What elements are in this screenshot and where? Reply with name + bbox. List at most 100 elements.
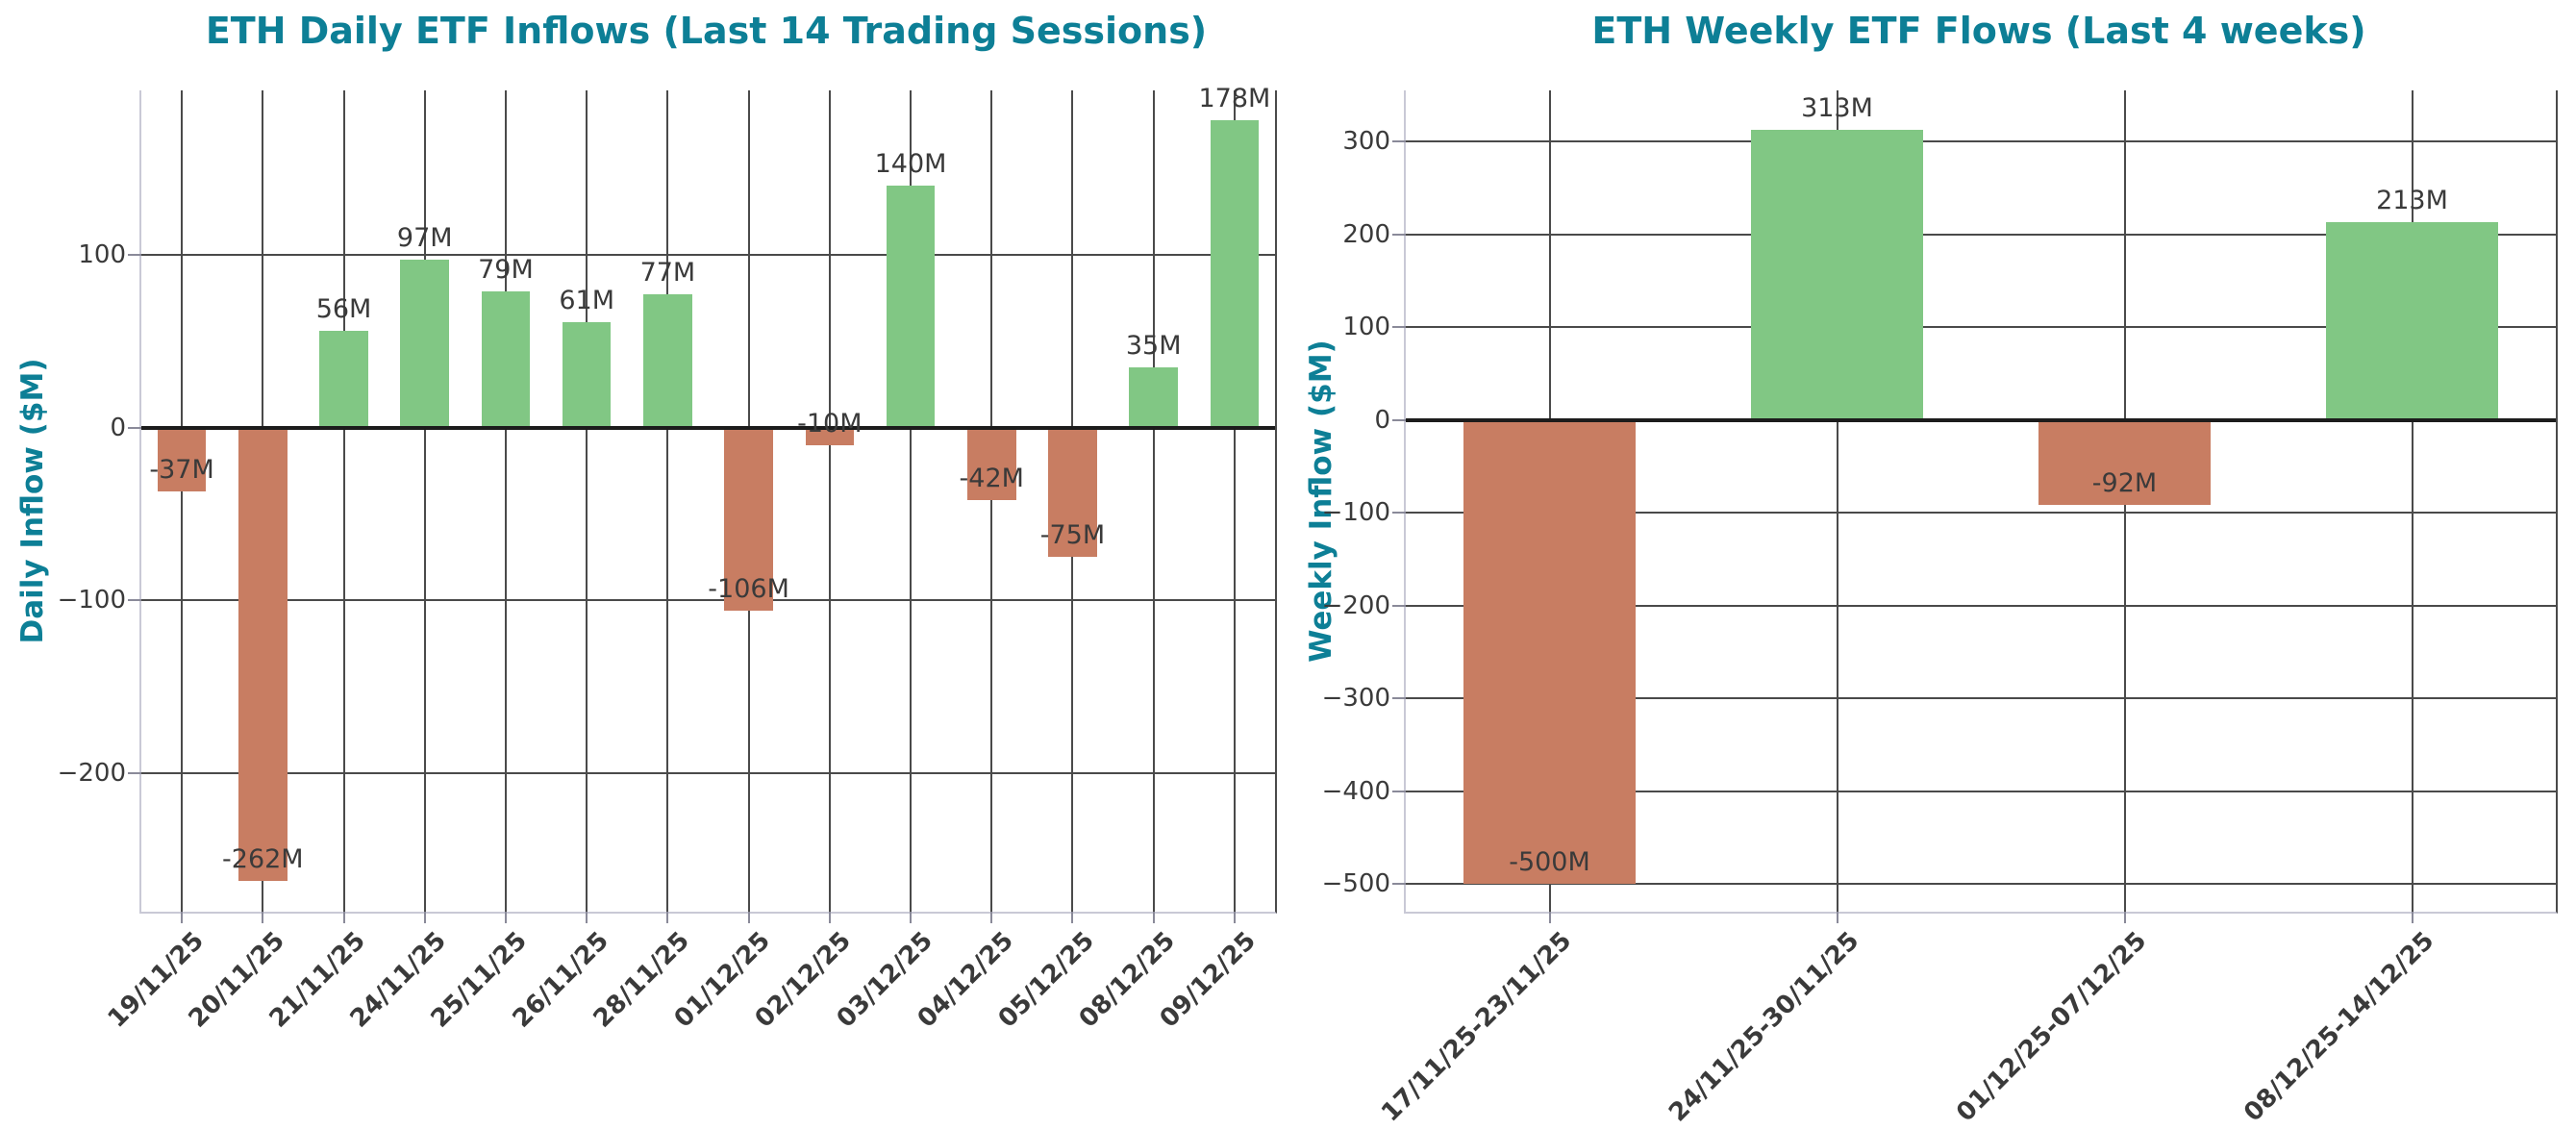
bar-positive xyxy=(886,185,936,428)
y-tick-label: −200 xyxy=(57,759,126,789)
x-tick-mark xyxy=(747,912,750,923)
v-gridline xyxy=(586,90,588,912)
y-axis-title: Daily Inflow ($M) xyxy=(15,358,50,644)
bar-positive xyxy=(1210,119,1260,428)
y-tick-mark xyxy=(1392,883,1406,886)
h-gridline xyxy=(1406,512,2556,515)
x-tick-mark xyxy=(262,912,264,923)
v-gridline xyxy=(828,90,831,912)
y-tick-label: 300 xyxy=(1342,127,1390,157)
bar-negative xyxy=(966,427,1016,501)
v-gridline xyxy=(1152,90,1155,912)
value-label: 61M xyxy=(559,285,614,315)
y-tick-mark xyxy=(1392,418,1406,421)
h-gridline xyxy=(141,772,1275,775)
chart-title: ETH Daily ETF Inflows (Last 14 Trading S… xyxy=(205,10,1208,52)
h-gridline xyxy=(1406,697,2556,700)
bar-negative xyxy=(724,427,773,612)
x-tick-mark xyxy=(1152,912,1155,923)
x-tick-mark xyxy=(504,912,507,923)
y-tick-label: −100 xyxy=(57,586,126,615)
bar-positive xyxy=(319,330,368,428)
h-gridline xyxy=(1406,140,2556,143)
x-tick-label: 01/12/25-07/12/25 xyxy=(1950,926,2153,1128)
value-label: 140M xyxy=(874,148,947,179)
y-tick-label: 0 xyxy=(1374,405,1390,435)
x-tick-mark xyxy=(990,912,993,923)
bar-negative xyxy=(1048,427,1097,558)
x-tick-mark xyxy=(181,912,184,923)
x-tick-mark xyxy=(1071,912,1074,923)
x-tick-mark xyxy=(2123,912,2126,923)
x-tick-label: 08/12/25-14/12/25 xyxy=(2238,926,2440,1128)
h-gridline xyxy=(1406,326,2556,329)
value-label: -37M xyxy=(149,455,214,486)
v-gridline xyxy=(990,90,993,912)
value-label: -500M xyxy=(1509,847,1590,878)
y-tick-mark xyxy=(1392,790,1406,792)
bar-positive xyxy=(1750,129,1924,420)
bar-positive xyxy=(643,294,692,428)
chart-title: ETH Weekly ETF Flows (Last 4 weeks) xyxy=(1591,10,2366,52)
y-tick-mark xyxy=(128,253,141,256)
value-label: -106M xyxy=(708,574,789,605)
x-tick-mark xyxy=(910,912,913,923)
bar-negative xyxy=(2038,419,2212,506)
h-gridline xyxy=(1406,883,2556,886)
y-tick-mark xyxy=(1392,233,1406,236)
h-gridline xyxy=(1406,233,2556,236)
v-gridline xyxy=(2411,90,2413,912)
y-tick-mark xyxy=(1392,697,1406,700)
v-gridline xyxy=(423,90,426,912)
y-tick-mark xyxy=(1392,512,1406,515)
v-gridline xyxy=(342,90,345,912)
x-tick-label: 17/11/25-23/11/25 xyxy=(1375,926,1578,1128)
value-label: 77M xyxy=(639,258,696,289)
value-label: -75M xyxy=(1039,520,1106,551)
value-label: 56M xyxy=(315,293,372,324)
x-tick-mark xyxy=(1836,912,1838,923)
daily-inflows-chart: ETH Daily ETF Inflows (Last 14 Trading S… xyxy=(15,10,1277,1034)
x-tick-mark xyxy=(1233,912,1236,923)
h-gridline xyxy=(141,599,1275,602)
x-tick-mark xyxy=(342,912,345,923)
value-label: 178M xyxy=(1198,83,1271,113)
x-tick-mark xyxy=(666,912,669,923)
bar-positive xyxy=(1129,366,1178,428)
plot-area: 300 200 100 0 −100 −200 −300 −400 −500 17/11/25-2… xyxy=(1322,90,2558,1128)
x-tick-mark xyxy=(423,912,426,923)
bar-negative xyxy=(157,427,207,492)
y-tick-label: 0 xyxy=(110,413,126,442)
value-label: -10M xyxy=(797,408,863,439)
y-tick-label: −100 xyxy=(1321,498,1390,528)
value-label: -92M xyxy=(2091,468,2158,499)
v-gridline xyxy=(181,90,184,912)
y-tick-label: 100 xyxy=(78,239,126,269)
y-tick-label: 100 xyxy=(1342,313,1390,342)
y-tick-mark xyxy=(128,599,141,602)
value-label: 79M xyxy=(478,254,534,285)
value-label: -262M xyxy=(222,843,304,874)
v-gridline xyxy=(1836,90,1838,912)
y-tick-mark xyxy=(1392,326,1406,329)
x-tick-mark xyxy=(586,912,588,923)
zero-line xyxy=(1406,417,2556,422)
bar-positive xyxy=(562,321,612,428)
y-tick-mark xyxy=(128,426,141,429)
v-gridline xyxy=(910,90,913,912)
value-label: 213M xyxy=(2376,186,2448,216)
weekly-flows-chart: ETH Weekly ETF Flows (Last 4 weeks) Week… xyxy=(1288,0,2576,1130)
bar-negative xyxy=(805,427,855,445)
bar-positive xyxy=(2325,222,2499,420)
y-tick-label: −500 xyxy=(1321,869,1390,899)
bar-negative xyxy=(1463,419,1637,885)
bar-negative xyxy=(238,427,288,881)
h-gridline xyxy=(1406,604,2556,607)
x-tick-mark xyxy=(1548,912,1551,923)
y-tick-label: −300 xyxy=(1321,684,1390,714)
y-tick-mark xyxy=(1392,140,1406,143)
y-tick-label: −200 xyxy=(1321,590,1390,620)
y-tick-label: −400 xyxy=(1321,776,1390,806)
v-gridline xyxy=(504,90,507,912)
